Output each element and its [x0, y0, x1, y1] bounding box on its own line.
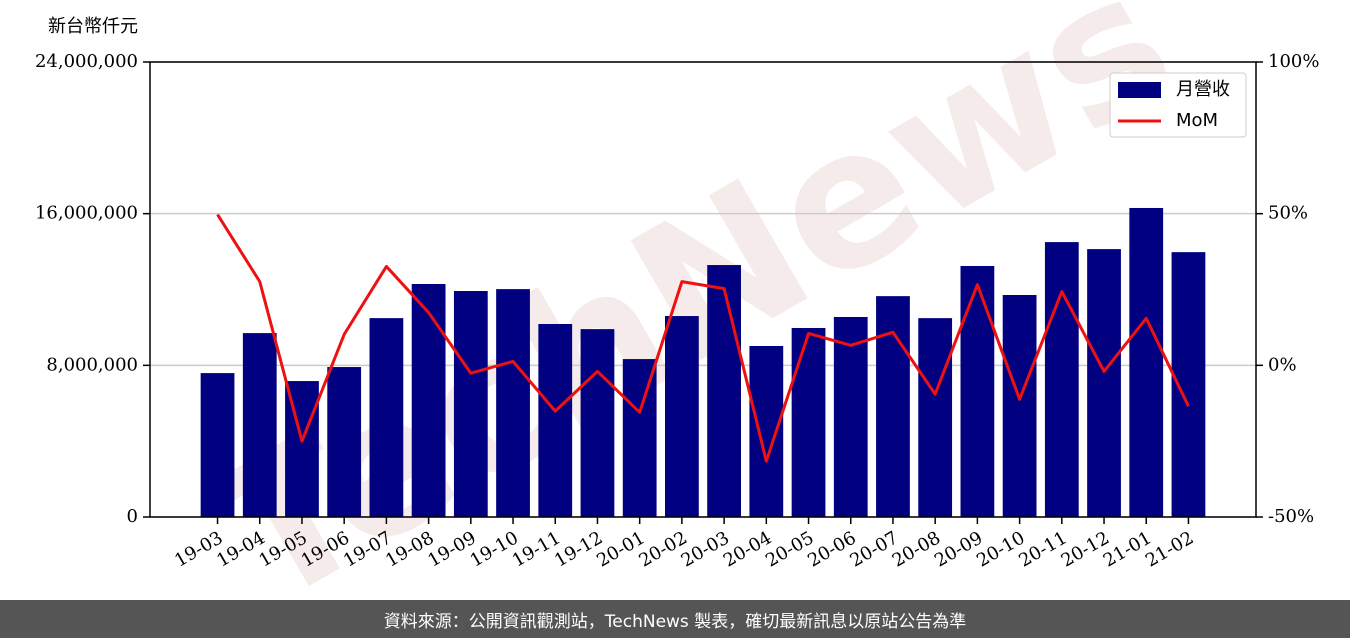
y2-tick-label: 100%: [1268, 51, 1319, 72]
bar: [1044, 242, 1079, 517]
chart: 新台幣仟元 TechNews 08,000,00016,000,00024,00…: [35, 0, 1320, 600]
bar: [580, 329, 615, 517]
bar: [833, 316, 868, 517]
footer: 資料來源：公開資訊觀測站，TechNews 製表，確切最新訊息以原站公告為準: [0, 600, 1350, 638]
legend-label: MoM: [1176, 110, 1218, 131]
bar: [1002, 294, 1037, 517]
bar: [496, 289, 530, 517]
bar: [1129, 207, 1164, 517]
bar: [453, 291, 488, 517]
bar: [622, 359, 657, 517]
bar: [918, 318, 953, 517]
bar: [707, 265, 741, 517]
bar: [242, 333, 277, 517]
y2-tick-label: 50%: [1268, 203, 1308, 224]
y-tick-label: 8,000,000: [46, 354, 138, 375]
bar: [791, 327, 826, 517]
bar: [665, 316, 699, 517]
y-axis-title: 新台幣仟元: [48, 16, 138, 37]
plot-frame: [149, 61, 1257, 518]
bar: [960, 265, 995, 517]
y-tick-label: 24,000,000: [35, 51, 138, 72]
y2-tick-label: -50%: [1268, 506, 1314, 527]
bar: [327, 367, 362, 517]
bar: [411, 284, 446, 517]
bar: [876, 296, 910, 517]
y-tick-label: 0: [127, 506, 138, 527]
x-tick-label: 21-02: [1142, 527, 1197, 571]
legend-label: 月營收: [1176, 79, 1230, 100]
bar: [538, 324, 573, 517]
line: [216, 213, 1190, 463]
bar: [749, 345, 784, 517]
y-tick-label: 16,000,000: [35, 203, 138, 224]
y2-tick-label: 0%: [1268, 354, 1297, 375]
bar: [369, 318, 404, 517]
legend-swatch: [1118, 82, 1161, 98]
bar: [1087, 249, 1121, 517]
bar: [200, 373, 235, 517]
